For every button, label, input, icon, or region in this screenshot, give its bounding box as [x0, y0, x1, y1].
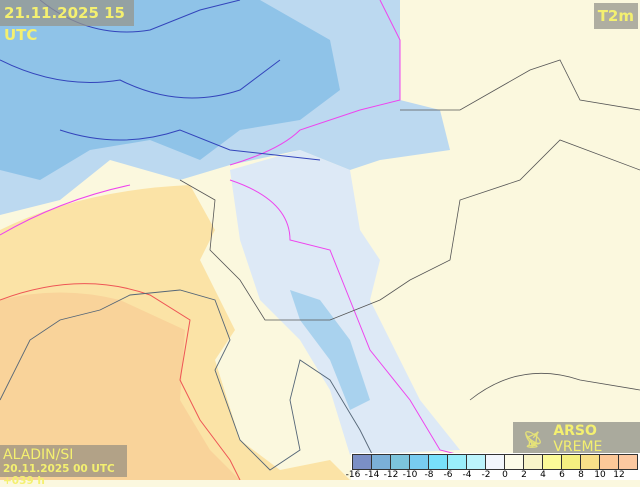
legend-tick-label: -10 — [402, 470, 418, 480]
legend-tick-label: -12 — [383, 470, 399, 480]
legend-tick-label: 12 — [613, 470, 625, 480]
legend-swatch — [562, 455, 581, 469]
legend-tick-label: -14 — [364, 470, 380, 480]
coastline — [0, 289, 381, 471]
legend-ticks: -16 -14 -12 -10 -8 -6 -4 -2 0 2 4 6 8 10 12 — [346, 470, 640, 482]
legend-swatch — [372, 455, 391, 469]
very-cold-area — [0, 0, 340, 180]
legend-swatch — [505, 455, 524, 469]
legend-swatch — [486, 455, 505, 469]
cold-tongue-area — [230, 150, 460, 455]
legend-swatch — [353, 455, 372, 469]
legend-swatch — [410, 455, 429, 469]
legend-tick-label: -8 — [424, 470, 434, 480]
model-run: 20.11.2025 00 UTC +039 h — [3, 463, 115, 487]
legend-tick-label: 4 — [540, 470, 546, 480]
legend-tick-label: -6 — [443, 470, 453, 480]
warm-isoline — [0, 283, 241, 480]
zero-isoline — [0, 0, 461, 456]
border-lines — [179, 59, 640, 401]
legend-tick-label: -4 — [462, 470, 472, 480]
legend-tick-label: -16 — [345, 470, 361, 480]
legend-swatch — [581, 455, 600, 469]
legend-tick-label: 2 — [521, 470, 527, 480]
model-info: ALADIN/SI 20.11.2025 00 UTC +039 h — [0, 445, 127, 487]
legend-swatch — [391, 455, 410, 469]
legend-tick-label: 10 — [594, 470, 606, 480]
legend-tick-label: 0 — [502, 470, 508, 480]
satellite-dish-icon: 📡︎ — [523, 429, 544, 449]
legend-swatch — [524, 455, 543, 469]
legend-swatch — [429, 455, 448, 469]
legend-tick-label: 6 — [559, 470, 565, 480]
legend-swatch — [543, 455, 562, 469]
arso-vreme-logo[interactable]: 📡︎ ARSO VREME — [513, 422, 640, 456]
legend-swatch — [448, 455, 467, 469]
color-legend: -16 -14 -12 -10 -8 -6 -4 -2 0 2 4 6 8 10 12 — [346, 453, 640, 482]
legend-swatch — [600, 455, 619, 469]
forecast-valid-time: 21.11.2025 15 UTC — [0, 0, 134, 44]
brand-light: VREME — [553, 439, 603, 455]
legend-swatch — [467, 455, 486, 469]
legend-swatch — [619, 455, 637, 469]
legend-tick-label: -2 — [481, 470, 491, 480]
legend-tick-label: 8 — [578, 470, 584, 480]
model-name: ALADIN/SI — [3, 447, 74, 463]
legend-color-bar — [352, 454, 638, 470]
warmer-adriatic-area — [0, 292, 240, 480]
parameter-label: T2m — [593, 3, 638, 29]
brand-bold: ARSO — [553, 423, 597, 439]
